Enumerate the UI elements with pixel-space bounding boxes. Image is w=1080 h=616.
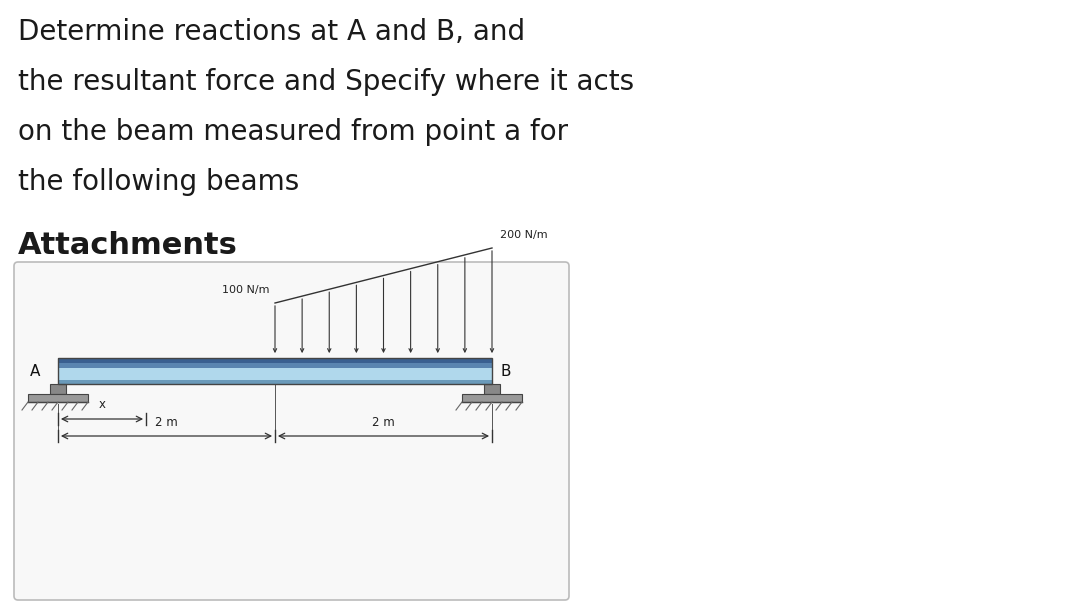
Text: on the beam measured from point a for: on the beam measured from point a for	[18, 118, 568, 146]
Text: 200 N/m: 200 N/m	[500, 230, 548, 240]
Bar	[58, 363, 492, 368]
Bar	[58, 358, 492, 363]
Text: Determine reactions at A and B, and: Determine reactions at A and B, and	[18, 18, 525, 46]
Bar	[484, 384, 500, 394]
Bar	[462, 394, 522, 402]
Text: 2 m: 2 m	[373, 416, 395, 429]
Bar	[58, 380, 492, 384]
Text: 2 m: 2 m	[156, 416, 178, 429]
Text: the resultant force and Specify where it acts: the resultant force and Specify where it…	[18, 68, 634, 96]
Text: A: A	[29, 363, 40, 378]
Text: Attachments: Attachments	[18, 231, 238, 260]
Bar	[28, 394, 87, 402]
Text: 100 N/m: 100 N/m	[222, 285, 270, 295]
Text: B: B	[500, 363, 511, 378]
Bar	[58, 358, 492, 384]
Bar	[50, 384, 66, 394]
Bar	[58, 358, 492, 384]
Text: the following beams: the following beams	[18, 168, 299, 196]
Text: x: x	[98, 398, 106, 411]
FancyBboxPatch shape	[14, 262, 569, 600]
